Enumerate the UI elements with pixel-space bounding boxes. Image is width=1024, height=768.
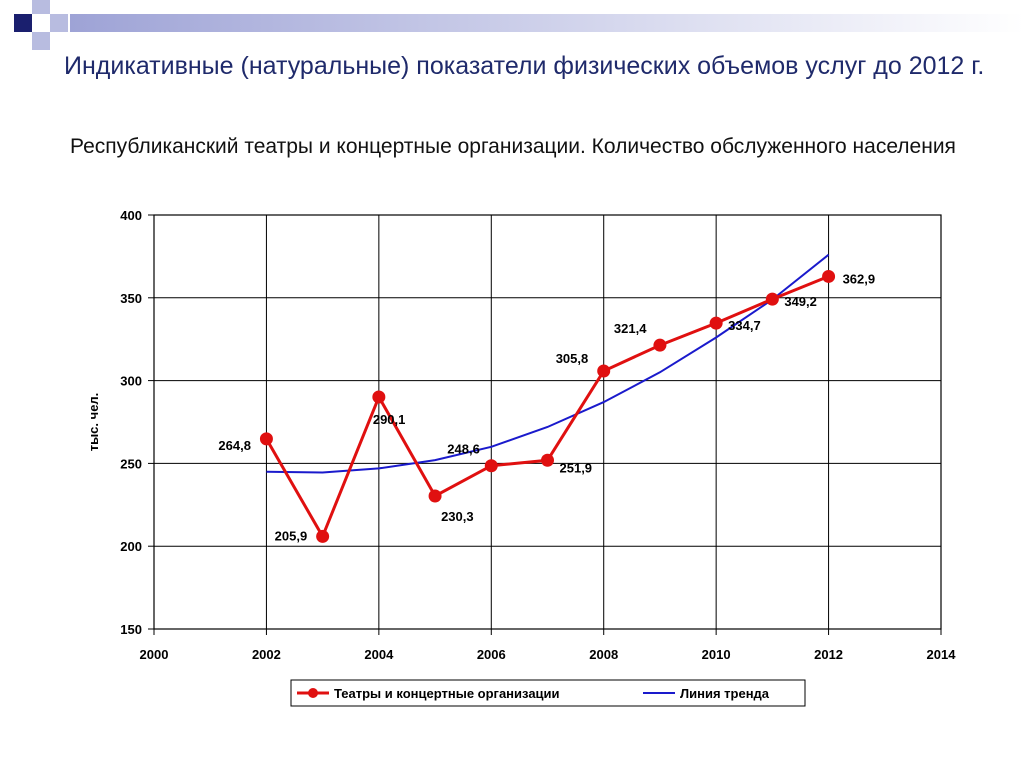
- y-tick-label: 250: [120, 456, 142, 471]
- decoration-bar: [70, 14, 1024, 32]
- decoration-square: [50, 14, 68, 32]
- data-label: 305,8: [556, 351, 589, 366]
- y-axis-label: тыс. чел.: [86, 393, 101, 452]
- decoration-square: [32, 0, 50, 14]
- data-point: [765, 292, 779, 306]
- data-label: 230,3: [441, 509, 474, 524]
- data-labels: 264,8 205,9 290,1 230,3 248,6 251,9 305,8 321,4…: [218, 271, 875, 543]
- data-point: [541, 453, 554, 467]
- decoration-square: [14, 14, 32, 32]
- data-label: 251,9: [560, 460, 593, 475]
- data-point: [822, 269, 836, 283]
- x-tick-label: 2002: [252, 647, 281, 662]
- data-point: [428, 489, 442, 503]
- data-point: [597, 364, 611, 378]
- x-tick-label: 2012: [814, 647, 843, 662]
- y-tick-label: 150: [120, 622, 142, 637]
- data-label: 334,7: [728, 318, 761, 333]
- x-tick-label: 2014: [927, 647, 957, 662]
- plot-frame: [153, 214, 942, 630]
- x-tick-label: 2004: [364, 647, 394, 662]
- decoration-square: [32, 32, 50, 50]
- data-label: 349,2: [784, 294, 817, 309]
- data-point: [653, 338, 667, 352]
- legend-trend-label: Линия тренда: [680, 686, 770, 701]
- y-axis: 150 200 250 300 350 400: [120, 208, 154, 637]
- y-tick-label: 300: [120, 374, 142, 389]
- legend: Театры и концертные организации Линия тр…: [290, 679, 806, 707]
- data-label: 290,1: [373, 412, 406, 427]
- series-line: [265, 275, 830, 540]
- chart-subtitle: Республиканский театры и концертные орга…: [70, 135, 956, 158]
- data-point: [259, 432, 273, 446]
- x-tick-label: 2000: [140, 647, 169, 662]
- legend-box: [290, 679, 806, 707]
- x-axis: 2000 2002 2004 2006 2008 2010 2012 2014: [140, 629, 957, 662]
- trend-line: [266, 253, 830, 474]
- data-label: 321,4: [614, 321, 647, 336]
- data-label: 362,9: [843, 271, 876, 286]
- y-tick-label: 200: [120, 539, 142, 554]
- y-tick-label: 400: [120, 208, 142, 223]
- x-tick-label: 2008: [589, 647, 618, 662]
- legend-series-marker: [308, 688, 318, 698]
- legend-series-label: Театры и концертные организации: [334, 686, 560, 701]
- corner-decoration: [14, 0, 1024, 50]
- data-label: 248,6: [447, 442, 480, 457]
- data-label: 264,8: [218, 438, 251, 453]
- data-point: [709, 316, 723, 330]
- trend-series: [266, 253, 830, 474]
- data-label: 205,9: [275, 528, 308, 543]
- slide-title: Индикативные (натуральные) показатели фи…: [64, 52, 985, 80]
- data-point: [372, 390, 386, 404]
- data-point: [484, 459, 498, 473]
- main-series: [259, 269, 836, 543]
- x-tick-label: 2010: [702, 647, 731, 662]
- y-tick-label: 350: [120, 291, 142, 306]
- x-tick-label: 2006: [477, 647, 506, 662]
- data-point: [316, 529, 330, 543]
